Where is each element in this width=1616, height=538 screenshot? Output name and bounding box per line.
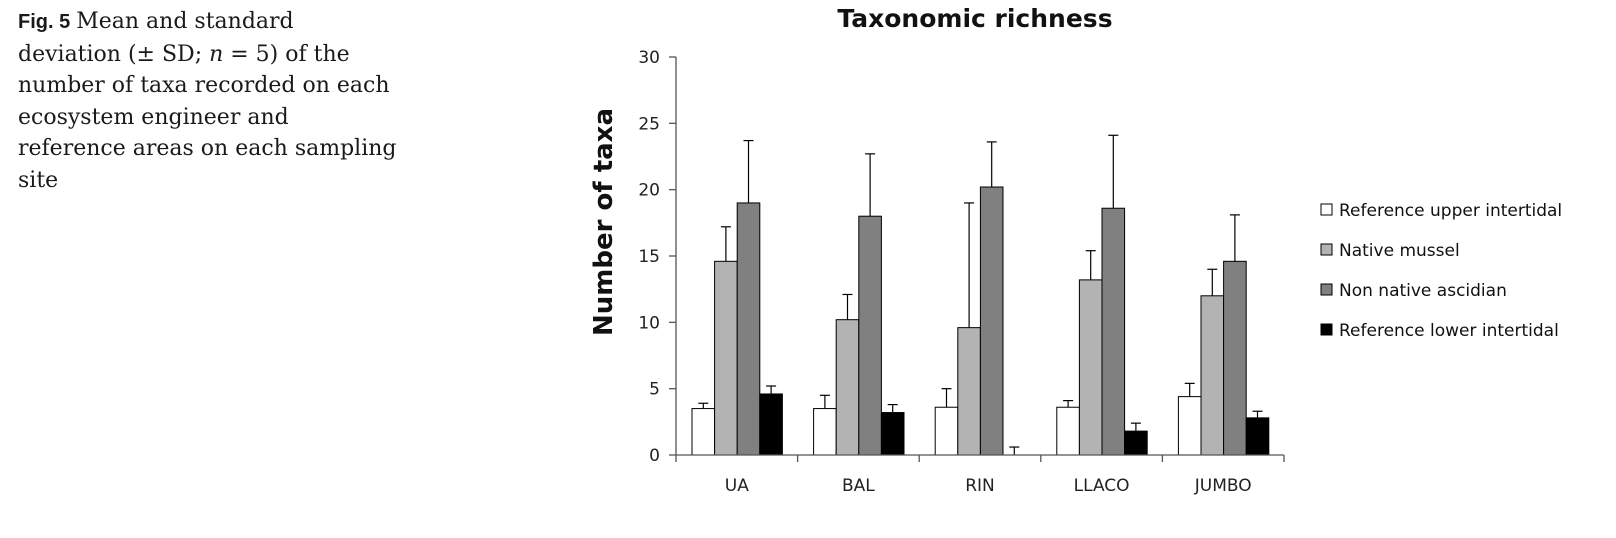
bar (813, 408, 837, 456)
axes-group: 0 5 10 15 20 25 30 UA BAL RIN LLACO JUMBO (638, 48, 1285, 496)
caption-n-symbol: n (209, 41, 224, 67)
bar (1223, 260, 1247, 456)
bar (835, 319, 860, 456)
bar (691, 408, 716, 456)
legend-label: Native mussel (1339, 241, 1460, 261)
y-tick-label: 5 (649, 380, 660, 400)
y-tick-label: 20 (638, 181, 660, 201)
bars-group (691, 186, 1270, 456)
bar (858, 215, 882, 456)
y-tick-label: 0 (649, 446, 660, 466)
y-tick-label: 15 (638, 247, 660, 267)
bar (736, 202, 761, 456)
bar (880, 412, 905, 456)
legend: Reference upper intertidal Native mussel N… (1320, 201, 1562, 341)
bar (1245, 417, 1270, 456)
bar (1200, 295, 1225, 456)
error-bars-group (698, 134, 1263, 455)
legend-swatch (1320, 283, 1333, 296)
x-category-label: JUMBO (1194, 476, 1252, 496)
y-axis-label: Number of taxa (589, 108, 619, 336)
legend-swatch (1320, 323, 1333, 336)
bar (1177, 396, 1202, 456)
legend-label: Non native ascidian (1339, 281, 1507, 301)
chart-title: Taxonomic richness (837, 4, 1112, 33)
figure-caption: Fig. 5 Mean and standard deviation (± SD;… (18, 6, 398, 196)
caption-text-2: = 5) of the number of taxa recorded on e… (18, 41, 397, 193)
x-category-label: RIN (965, 476, 995, 496)
caption-text-1: Mean and standard deviation (± SD; (18, 9, 294, 67)
bar (957, 327, 981, 456)
legend-label: Reference upper intertidal (1339, 201, 1562, 221)
y-tick-label: 10 (638, 313, 660, 333)
x-category-label: LLACO (1074, 476, 1130, 496)
y-tick-label: 30 (638, 48, 660, 68)
bar (1124, 430, 1148, 456)
x-category-label: BAL (842, 476, 875, 496)
legend-swatch (1320, 203, 1333, 216)
legend-label: Reference lower intertidal (1339, 321, 1559, 341)
bar (714, 260, 738, 456)
x-category-label: UA (725, 476, 749, 496)
bar (934, 406, 959, 456)
bar (759, 393, 783, 456)
bar (1078, 279, 1103, 456)
legend-swatch (1320, 243, 1333, 256)
y-tick-label: 25 (638, 114, 660, 134)
bar (979, 186, 1004, 456)
bar (1056, 406, 1080, 456)
figure-label: Fig. 5 (18, 11, 71, 33)
bar (1101, 207, 1126, 456)
